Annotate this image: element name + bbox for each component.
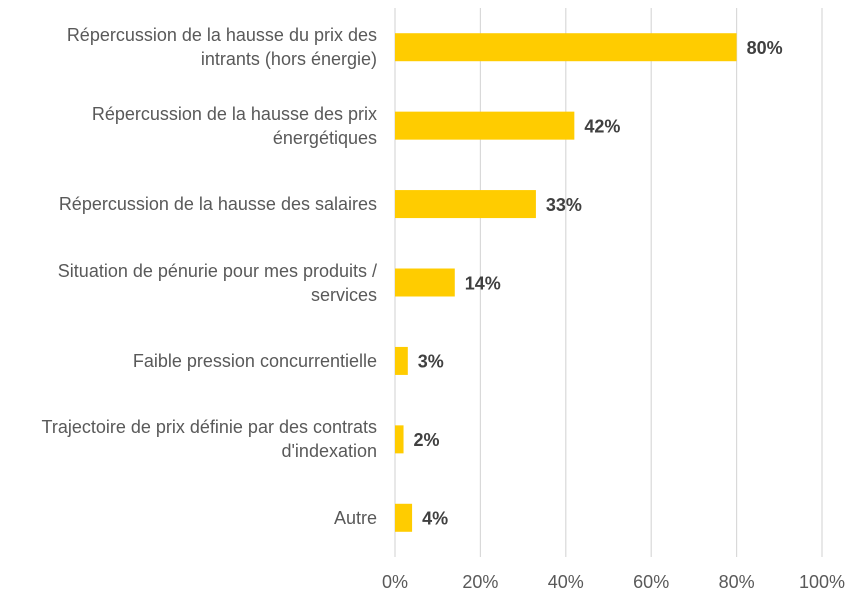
value-label: 3% [418, 352, 444, 372]
bar [395, 268, 455, 297]
category-label: Situation de pénurie pour mes produits /… [57, 260, 377, 305]
bar [395, 346, 408, 375]
value-label: 33% [546, 195, 582, 215]
category-label: Répercussion de la hausse des salaires [58, 194, 377, 215]
category-label: Répercussion de la hausse du prix des in… [66, 25, 377, 70]
category-label: Trajectoire de prix définie par des cont… [41, 417, 378, 462]
x-tick-label: 0% [382, 572, 408, 592]
x-tick-label: 80% [719, 572, 755, 592]
category-label: Répercussion de la hausse des prix énerg… [91, 103, 377, 148]
bar [395, 503, 413, 532]
value-label: 14% [465, 273, 501, 293]
category-label: Autre [333, 507, 377, 528]
x-tick-label: 100% [799, 572, 845, 592]
bar [395, 425, 404, 454]
value-label: 80% [747, 38, 783, 58]
value-label: 2% [414, 430, 440, 450]
bar [395, 33, 737, 62]
category-label: Faible pression concurrentielle [132, 350, 377, 371]
value-label: 42% [584, 116, 620, 136]
x-tick-label: 20% [462, 572, 498, 592]
bar [395, 111, 575, 140]
value-label: 4% [422, 509, 448, 529]
x-tick-label: 60% [633, 572, 669, 592]
bar [395, 190, 536, 219]
x-tick-label: 40% [548, 572, 584, 592]
